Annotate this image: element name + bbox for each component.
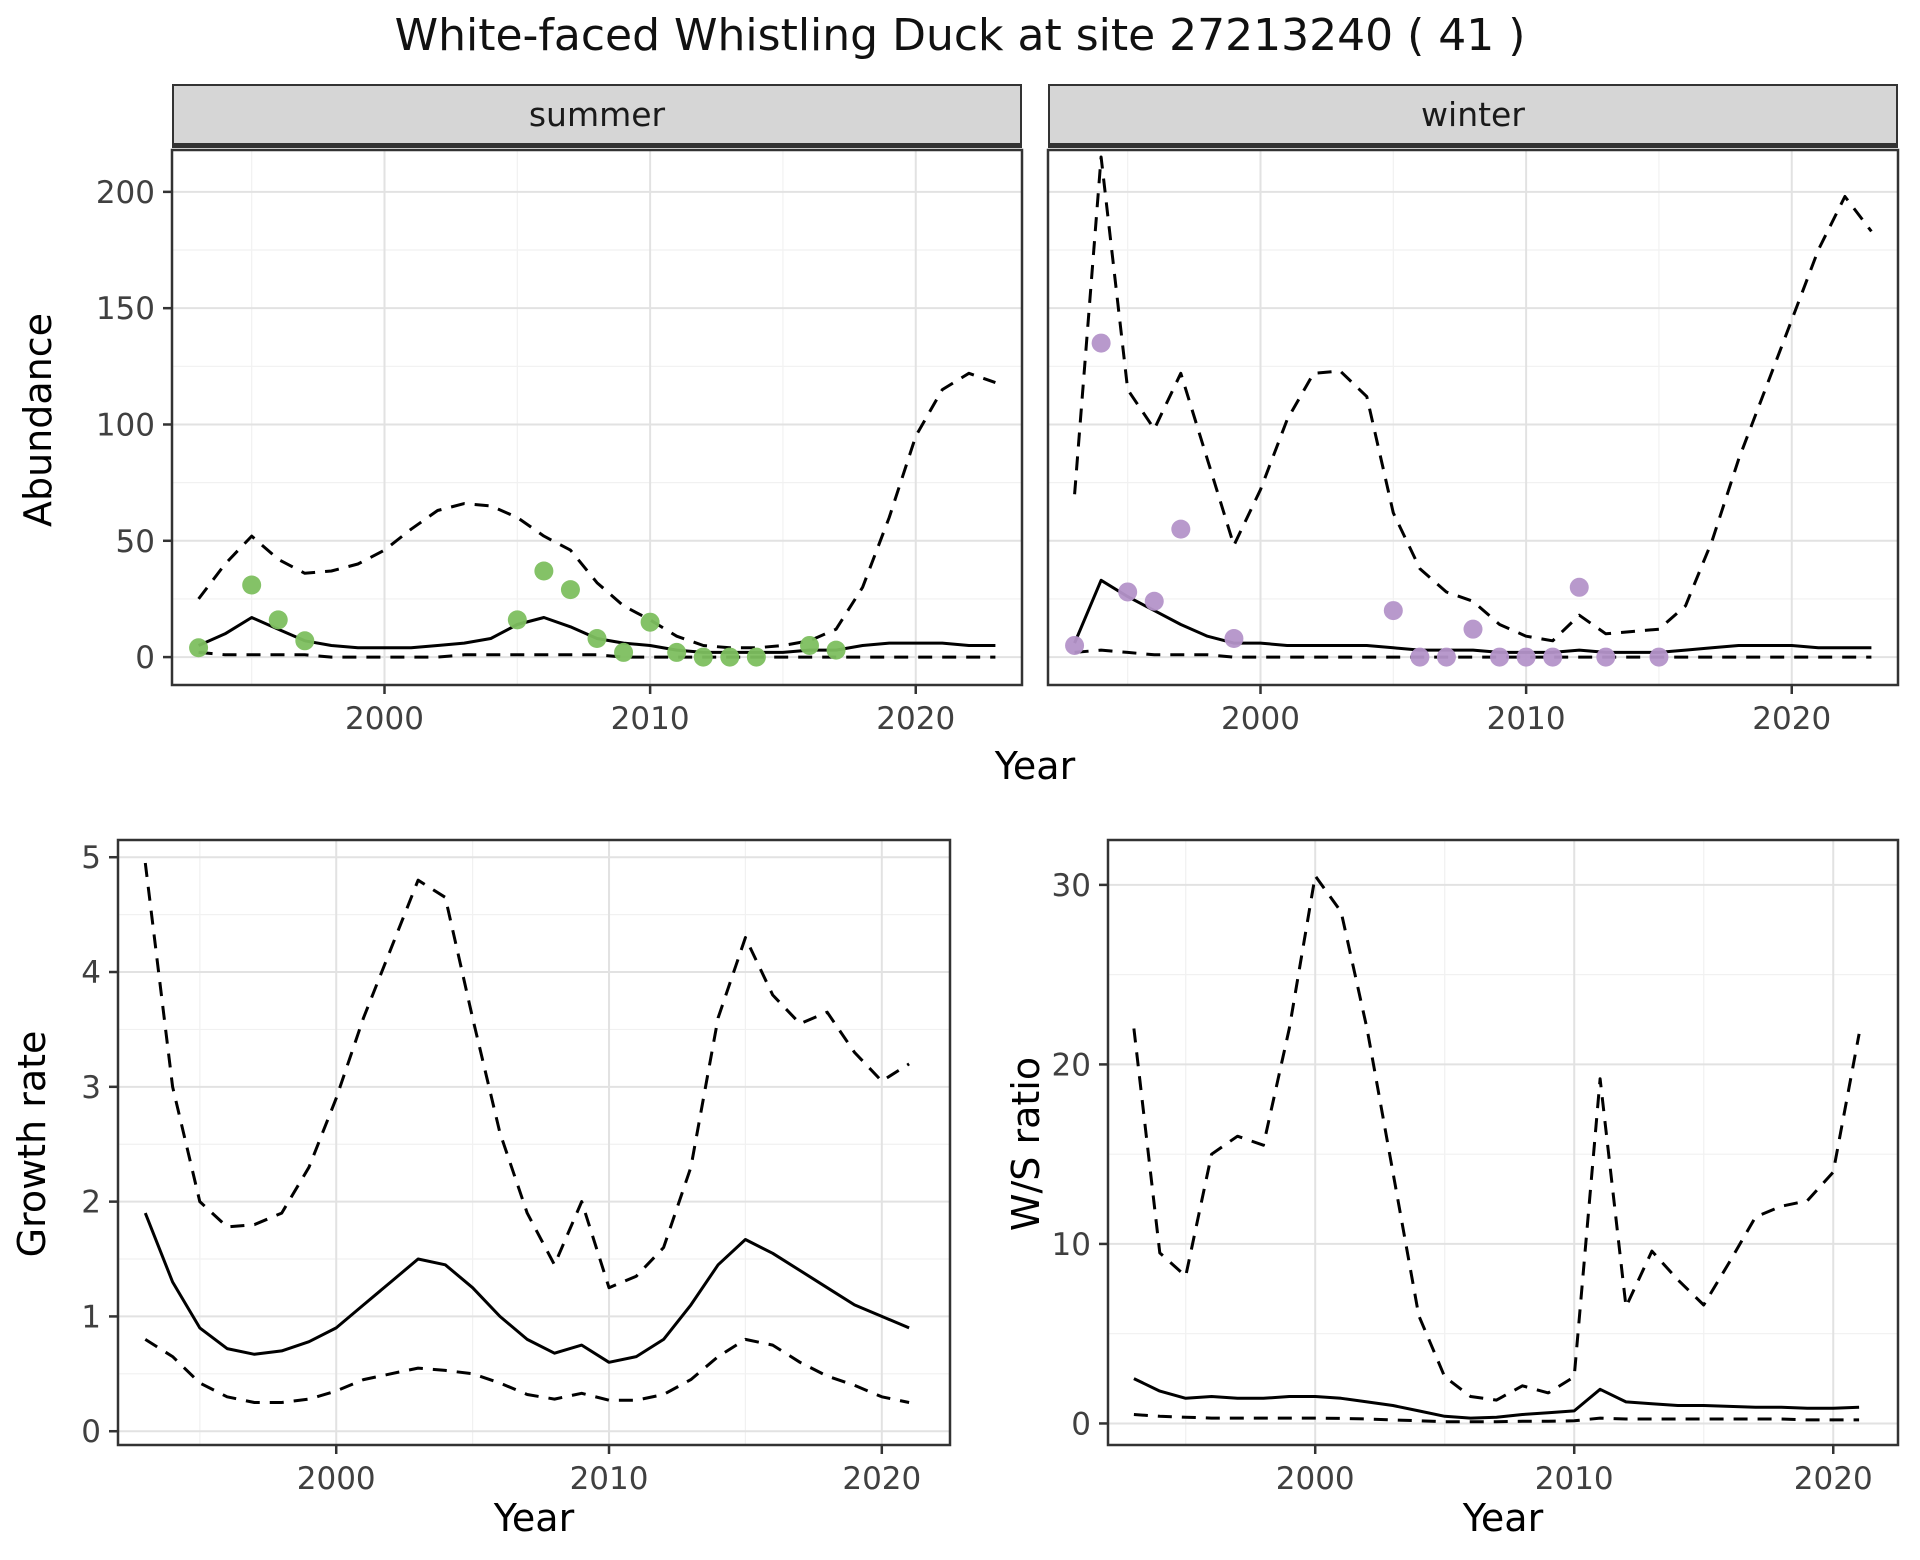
y-tick-label: 50 [116, 524, 155, 560]
figure-title: White-faced Whistling Duck at site 27213… [394, 10, 1526, 61]
data-point [1171, 519, 1191, 539]
panel-background [1048, 150, 1898, 685]
data-point [268, 610, 288, 630]
y-axis-label-abundance: Abundance [16, 312, 60, 528]
y-tick-label: 0 [135, 640, 155, 676]
series-line-upper [1073, 155, 1873, 643]
growth-rate-svg: 2000 2010 2020 0 1 2 3 4 5 [81, 838, 952, 1497]
y-tick-label: 3 [81, 1070, 101, 1106]
data-point [1463, 619, 1483, 639]
x-tick-label: 2020 [1794, 1461, 1873, 1497]
series-line-lower [198, 650, 996, 659]
x-tick-label: 2020 [876, 701, 955, 737]
data-point [1490, 647, 1510, 667]
data-point [587, 628, 607, 648]
y-tick-label: 150 [96, 291, 155, 327]
data-point [1224, 628, 1244, 648]
data-point [1569, 577, 1589, 597]
ws-ratio-panel: 2000 2010 2020 0 10 20 30 [1052, 838, 1900, 1497]
series-line-mean [143, 1212, 910, 1364]
data-point [1091, 333, 1111, 353]
y-tick-label: 10 [1052, 1227, 1091, 1263]
series-line-upper [1132, 874, 1861, 1402]
facet-strip-winter-label: winter [1421, 95, 1525, 134]
facet-strip-winter: winter [1048, 84, 1898, 148]
series-line-lower [1133, 1413, 1860, 1424]
data-point [295, 631, 315, 651]
summer-abundance-panel: 2000 2010 2020 0 50 100 150 200 [96, 148, 1024, 737]
panel-border [1106, 838, 1900, 1447]
x-tick-label: 2010 [611, 701, 690, 737]
y-axis-label-ws-ratio: W/S ratio [1004, 1056, 1048, 1232]
y-tick-label: 0 [81, 1414, 101, 1450]
data-point [826, 640, 846, 660]
y-tick-label: 200 [96, 175, 155, 211]
data-point [1383, 601, 1403, 621]
ws-ratio-svg: 2000 2010 2020 0 10 20 30 [1052, 838, 1900, 1497]
data-point [1118, 582, 1138, 602]
data-point [1543, 647, 1563, 667]
x-axis-label-top: Year [994, 744, 1076, 788]
data-point [1649, 647, 1669, 667]
series-line-mean [1073, 578, 1872, 654]
facet-strip-summer: summer [172, 84, 1022, 148]
series-line-lower [1074, 648, 1872, 659]
growth-rate-panel: 2000 2010 2020 0 1 2 3 4 5 [81, 838, 952, 1497]
data-point [746, 647, 766, 667]
y-tick-label: 1 [81, 1299, 101, 1335]
y-tick-label: 20 [1052, 1047, 1091, 1083]
series-line-upper [143, 862, 910, 1290]
x-tick-label: 2000 [1221, 701, 1300, 737]
y-tick-label: 0 [1071, 1406, 1091, 1442]
data-point [720, 647, 740, 667]
series-line-lower [144, 1337, 910, 1404]
abundance-summer-svg: 2000 2010 2020 0 50 100 150 200 [96, 148, 1024, 737]
y-tick-label: 5 [81, 840, 101, 876]
data-point [507, 610, 527, 630]
panel-background [118, 840, 950, 1445]
y-tick-label: 30 [1052, 868, 1091, 904]
data-point [1144, 591, 1164, 611]
x-tick-label: 2000 [297, 1461, 376, 1497]
y-axis-label-growth-rate: Growth rate [10, 1030, 54, 1258]
data-point [1065, 635, 1085, 655]
y-tick-label: 100 [96, 407, 155, 443]
data-point [667, 642, 687, 662]
data-point [693, 647, 713, 667]
panel-border [1046, 148, 1900, 687]
x-tick-label: 2000 [345, 701, 424, 737]
data-point [614, 642, 634, 662]
x-tick-label: 2000 [1276, 1461, 1355, 1497]
winter-abundance-panel: 2000 2010 2020 [1046, 148, 1900, 737]
data-point [1410, 647, 1430, 667]
data-point [800, 635, 819, 655]
data-point [242, 575, 262, 595]
series-line-upper [197, 371, 996, 650]
x-axis-label-growth: Year [493, 1496, 575, 1540]
data-point [560, 580, 580, 600]
panel-border [116, 838, 952, 1447]
facet-strip-summer-label: summer [528, 95, 666, 134]
data-point [534, 561, 554, 581]
data-point [189, 638, 209, 658]
panel-border [170, 148, 1024, 687]
data-point [640, 612, 660, 632]
data-point [1436, 647, 1456, 667]
x-tick-label: 2010 [570, 1461, 649, 1497]
x-tick-label: 2020 [842, 1461, 921, 1497]
y-tick-label: 2 [81, 1185, 101, 1221]
panel-background [1108, 840, 1898, 1445]
data-point [1516, 647, 1536, 667]
y-tick-label: 4 [81, 955, 101, 991]
abundance-winter-svg: 2000 2010 2020 [1046, 148, 1900, 737]
x-axis-label-ws: Year [1462, 1496, 1544, 1540]
series-line-mean [1133, 1377, 1860, 1420]
x-tick-label: 2010 [1487, 701, 1566, 737]
panel-background [172, 150, 1022, 685]
x-tick-label: 2020 [1752, 701, 1831, 737]
data-point [1596, 647, 1616, 667]
x-tick-label: 2010 [1535, 1461, 1614, 1497]
